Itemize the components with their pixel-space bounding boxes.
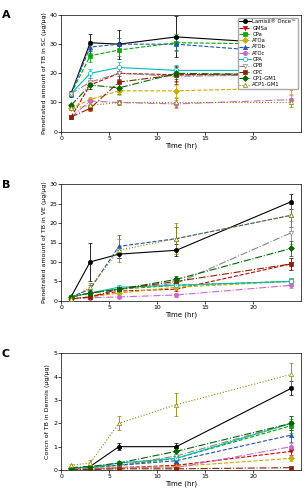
X-axis label: Time (hr): Time (hr): [165, 312, 197, 318]
Y-axis label: Penetrated amount of TB in SC (μg/μg): Penetrated amount of TB in SC (μg/μg): [41, 12, 47, 134]
Text: B: B: [2, 180, 10, 190]
X-axis label: Time (hr): Time (hr): [165, 142, 197, 148]
X-axis label: Time (hr): Time (hr): [165, 480, 197, 487]
Text: C: C: [2, 348, 10, 358]
Y-axis label: Concn of TB in Dermis (μg/μg): Concn of TB in Dermis (μg/μg): [45, 364, 50, 459]
Y-axis label: Penetrated amount of TB in VE (μg/μg): Penetrated amount of TB in VE (μg/μg): [41, 182, 47, 304]
Text: A: A: [2, 10, 10, 20]
Legend: Lamisil® Once™, GMSa, CPa, ATOa, ATOb, ATOc, CPA, CPB, CPC, CP1-GM1, ACP1-GM1: Lamisil® Once™, GMSa, CPa, ATOa, ATOb, A…: [238, 18, 298, 89]
